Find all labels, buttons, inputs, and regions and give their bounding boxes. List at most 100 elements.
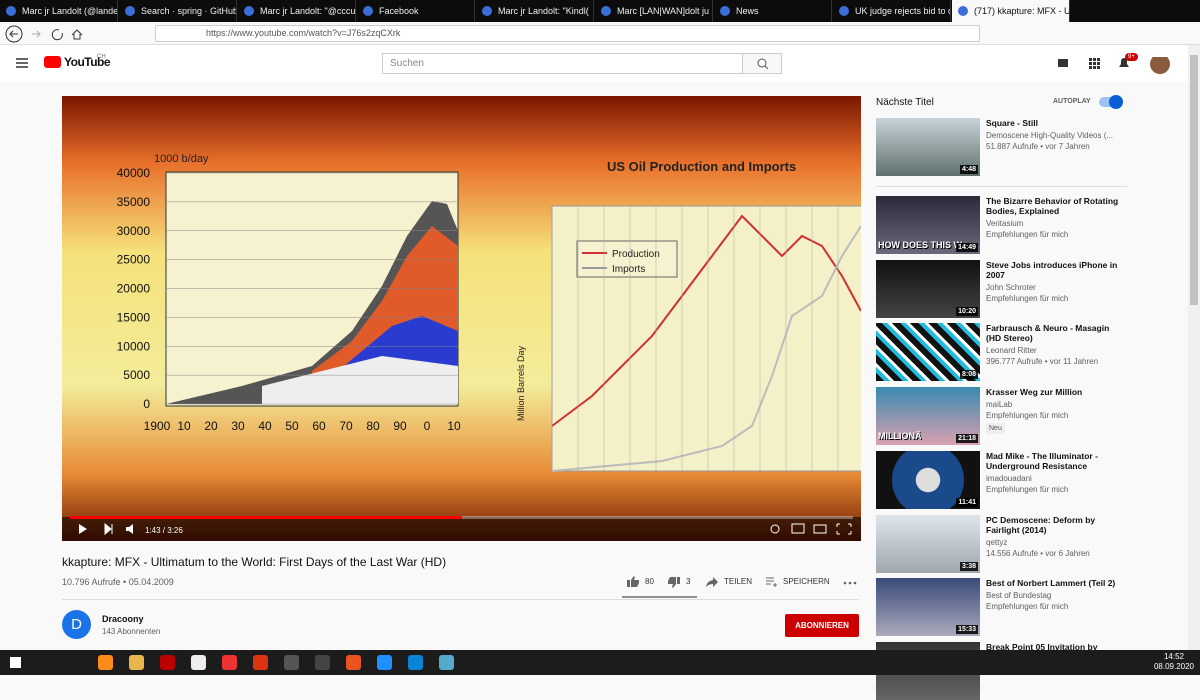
url-bar[interactable]: https://www.youtube.com/watch?v=J76s2zqC…: [155, 25, 980, 42]
duration: 3:38: [959, 562, 978, 571]
video-meta: 10.796 Aufrufe • 05.04.2009: [62, 577, 174, 587]
search-box[interactable]: Suchen: [382, 53, 743, 74]
like-count[interactable]: 80: [645, 577, 654, 586]
duration: 11:41: [956, 498, 978, 507]
video-item: Steve Jobs introduces iPhone in 2007 John…: [986, 260, 1126, 304]
browser-tab[interactable]: Marc [LAN|WAN]dolt ju: [595, 0, 713, 22]
item-title[interactable]: The Bizarre Behavior of Rotating Bodies,…: [986, 196, 1119, 216]
frame-y-label: 10000: [117, 339, 151, 353]
frame-y-label: 35000: [117, 195, 151, 209]
like-icon[interactable]: [627, 576, 639, 587]
frame-unit: 1000 b/day: [154, 153, 209, 165]
subscribe-button[interactable]: ABONNIEREN: [785, 614, 859, 637]
thumbnail[interactable]: 8:08: [876, 323, 980, 381]
scrollbar[interactable]: [1188, 45, 1200, 650]
item-title[interactable]: Krasser Weg zur Million: [986, 387, 1083, 397]
video-item: Krasser Weg zur Million maiLab Empfehlunge…: [986, 387, 1126, 434]
browser-tab[interactable]: Marc jr Landolt: "@cccu: [238, 0, 356, 22]
browser-tab[interactable]: (717) kkapture: MFX - U: [952, 0, 1070, 22]
search-button[interactable]: [742, 53, 782, 74]
browser-tab[interactable]: News: [714, 0, 832, 22]
start-button[interactable]: [10, 657, 21, 668]
sidebar-heading: Nächste Titel: [876, 97, 934, 108]
browser-tab[interactable]: Marc jr Landolt (@lande: [0, 0, 118, 22]
save-button[interactable]: SPEICHERN: [783, 577, 830, 586]
video-item: Best of Norbert Lammert (Teil 2) Best of …: [986, 578, 1126, 612]
frame-x-label: 60: [312, 419, 326, 433]
video-item: Break Point 05 Invitation by: [986, 642, 1126, 654]
time: 14:52: [1163, 652, 1184, 661]
taskbar-icon[interactable]: [98, 655, 113, 670]
item-title[interactable]: Break Point 05 Invitation by: [986, 642, 1098, 652]
item-title[interactable]: Square - Still: [986, 118, 1038, 128]
frame-x-label: 10: [177, 419, 191, 433]
autoplay-toggle[interactable]: [1099, 95, 1123, 109]
item-meta: Empfehlungen für mich: [986, 411, 1069, 420]
frame-x-label: 1900: [144, 419, 171, 433]
dislike-count[interactable]: 3: [686, 577, 691, 586]
video-item: The Bizarre Behavior of Rotating Bodies,…: [986, 196, 1126, 240]
item-title[interactable]: Best of Norbert Lammert (Teil 2): [986, 578, 1116, 588]
taskbar-icon[interactable]: [129, 655, 144, 670]
frame-x-label: 10: [447, 419, 461, 433]
item-meta: 396.777 Aufrufe • vor 11 Jahren: [986, 357, 1099, 366]
taskbar-icon[interactable]: [191, 655, 206, 670]
browser-tab[interactable]: Marc jr Landolt: "Kindl(: [476, 0, 594, 22]
taskbar-icon[interactable]: [253, 655, 268, 670]
channel-name[interactable]: Dracoony: [102, 614, 144, 624]
save-icon[interactable]: [766, 577, 778, 587]
nav-buttons[interactable]: [4, 24, 144, 44]
taskbar: 14:52 08.09.2020: [0, 650, 1200, 675]
item-title[interactable]: Steve Jobs introduces iPhone in 2007: [986, 260, 1118, 280]
frame-y-label: 15000: [117, 310, 151, 324]
thumbnail[interactable]: 15:33: [876, 578, 980, 636]
dislike-icon[interactable]: [668, 577, 680, 588]
browser-tab[interactable]: UK judge rejects bid to d: [833, 0, 951, 22]
thumbnail-text: HOW DOES THIS W: [878, 240, 962, 250]
date: 08.09.2020: [1153, 662, 1194, 671]
taskbar-icon[interactable]: [439, 655, 454, 670]
browser-tab[interactable]: Facebook: [357, 0, 475, 22]
taskbar-icon[interactable]: [377, 655, 392, 670]
frame-x-label: 20: [204, 419, 218, 433]
taskbar-icon[interactable]: [315, 655, 330, 670]
item-meta: 51.887 Aufrufe • vor 7 Jahren: [986, 142, 1090, 151]
thumbnail[interactable]: 4:48: [876, 118, 980, 176]
thumbnail[interactable]: HOW DOES THIS W 14:49: [876, 196, 980, 254]
thumbnail[interactable]: 11:41: [876, 451, 980, 509]
thumbnail[interactable]: MILLIONÄ 21:18: [876, 387, 980, 445]
item-meta: Empfehlungen für mich: [986, 485, 1069, 494]
share-button[interactable]: TEILEN: [724, 577, 753, 586]
item-meta: Empfehlungen für mich: [986, 230, 1069, 239]
item-title[interactable]: PC Demoscene: Deform by Fairlight (2014): [986, 515, 1096, 535]
thumbnail[interactable]: 10:20: [876, 260, 980, 318]
item-badge: Neu: [986, 423, 1005, 434]
taskbar-icon[interactable]: [346, 655, 361, 670]
item-channel: Leonard Ritter: [986, 346, 1037, 355]
taskbar-icon[interactable]: [222, 655, 237, 670]
header-icons[interactable]: [1057, 57, 1172, 79]
item-meta: 14.556 Aufrufe • vor 6 Jahren: [986, 549, 1090, 558]
menu-icon[interactable]: [16, 58, 28, 68]
frame-legend: Imports: [612, 264, 645, 275]
frame-title: US Oil Production and Imports: [607, 159, 796, 174]
share-icon[interactable]: [706, 577, 718, 587]
item-title[interactable]: Mad Mike - The Illuminator - Underground…: [986, 451, 1098, 471]
browser-tab[interactable]: Search · spring · GitHub: [119, 0, 237, 22]
frame-x-label: 90: [393, 419, 407, 433]
duration: 4:48: [959, 165, 978, 174]
autoplay-label: AUTOPLAY: [1053, 98, 1091, 105]
navigation-bar: https://www.youtube.com/watch?v=J76s2zqC…: [0, 22, 1200, 45]
frame-y-label: 0: [143, 397, 150, 411]
logo[interactable]: YouTube: [44, 55, 111, 69]
video-player[interactable]: 1000 b/day US Oil Production and Imports…: [62, 96, 861, 541]
divider: [62, 599, 859, 600]
item-title[interactable]: Farbrausch & Neuro - Masagin (HD Stereo): [986, 323, 1110, 343]
taskbar-icon[interactable]: [160, 655, 175, 670]
taskbar-icon[interactable]: [284, 655, 299, 670]
thumbnail[interactable]: 3:38: [876, 515, 980, 573]
channel-avatar[interactable]: D: [62, 610, 91, 639]
frame-x-label: 70: [339, 419, 353, 433]
taskbar-icon[interactable]: [408, 655, 423, 670]
more-icon[interactable]: [843, 581, 857, 585]
